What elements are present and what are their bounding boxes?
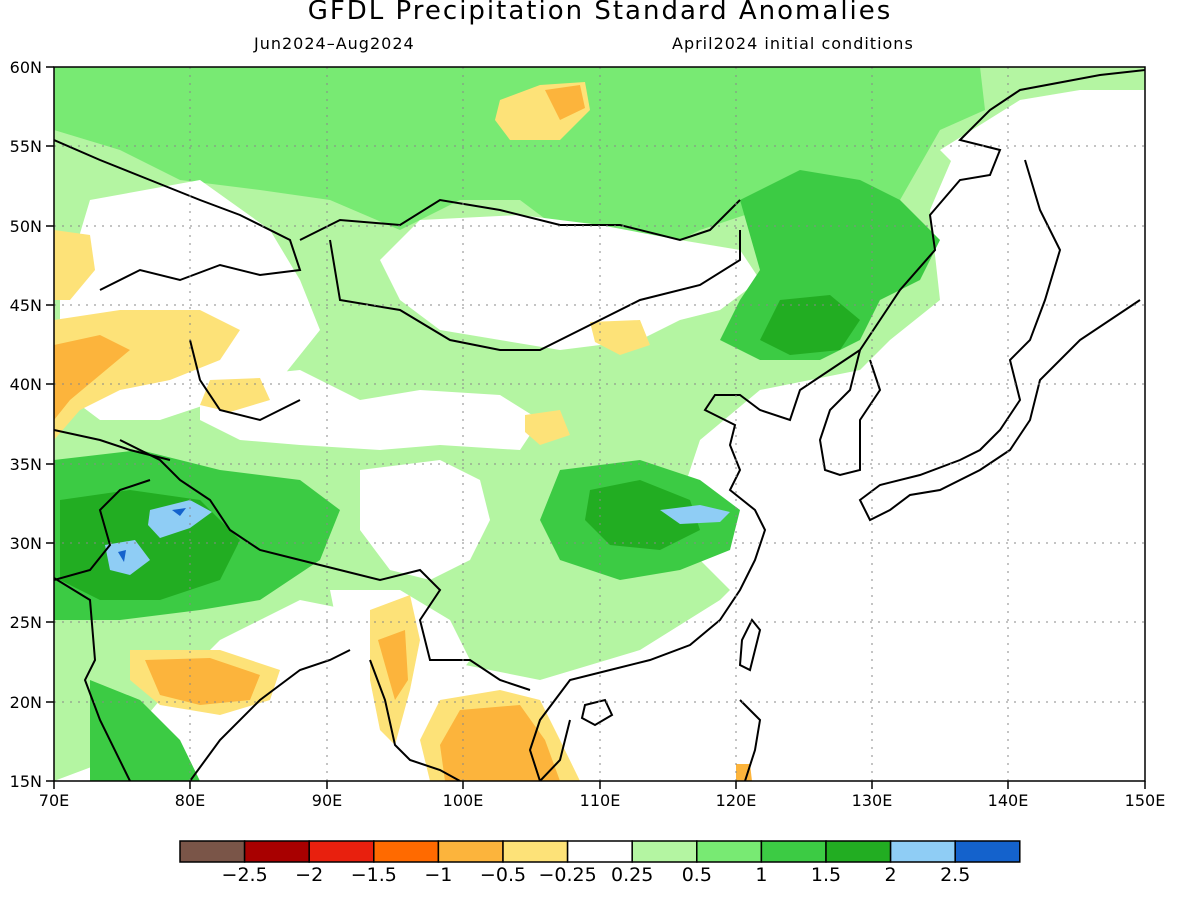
coastline-japan [858, 159, 1141, 522]
map-gridlines [54, 67, 1145, 781]
coastline-india [54, 577, 351, 781]
lon-label: 100E [443, 791, 484, 810]
legend-label: −0.5 [479, 864, 527, 886]
lon-label: 70E [39, 791, 69, 810]
legend-swatch [502, 840, 569, 863]
color-legend [179, 840, 1021, 863]
legend-label: −2.5 [221, 864, 268, 886]
lat-label: 35N [10, 455, 42, 474]
legend-swatch [243, 840, 310, 863]
lat-label: 45N [10, 296, 42, 315]
border-india-pakistan [54, 479, 151, 581]
legend-swatch [631, 840, 698, 863]
legend-swatch [308, 840, 375, 863]
legend-label: 1.5 [810, 864, 842, 886]
coastlines-borders [54, 69, 1145, 781]
dry-area-loess [590, 320, 650, 355]
coastline-hainan [580, 698, 614, 727]
coastline-philippines [739, 699, 762, 781]
wet-extreme-punjab [105, 540, 150, 575]
legend-label: −1.5 [350, 864, 397, 886]
anomaly-fields [54, 67, 1145, 781]
axis-ticks [46, 66, 1146, 789]
lon-label: 150E [1125, 791, 1166, 810]
legend-label: 1 [755, 864, 768, 886]
lon-label: 90E [312, 791, 342, 810]
lon-label: 120E [716, 791, 757, 810]
neutral-area-tibet [360, 460, 490, 580]
dry-mid-bengal [145, 658, 260, 705]
dry-area-qinghai [525, 410, 570, 445]
coastline-korea [818, 349, 882, 477]
legend-swatch [437, 840, 504, 863]
lat-label: 60N [10, 58, 42, 77]
lon-label: 140E [988, 791, 1029, 810]
border-himalaya [119, 439, 531, 691]
map-title: GFDL Precipitation Standard Anomalies [307, 0, 893, 26]
legend-swatch [954, 840, 1021, 863]
legend-label: −1 [424, 864, 453, 886]
dry-mid-indochina [440, 705, 560, 781]
legend-swatch [179, 840, 246, 863]
legend-swatch [566, 840, 633, 863]
legend-label: 2.5 [940, 864, 971, 886]
lat-label: 55N [10, 137, 42, 156]
coastline-east-asia [528, 69, 1145, 781]
border-central-asia [54, 339, 301, 461]
neutral-area-mongolia [380, 215, 760, 350]
legend-label: −0.25 [538, 864, 597, 886]
forecast-period: Jun2024–Aug2024 [254, 34, 415, 53]
dry-mid-caspian [54, 335, 130, 420]
legend-label: 0.25 [611, 864, 654, 886]
lat-label: 15N [10, 772, 42, 791]
lat-label: 20N [10, 693, 42, 712]
neutral-area-korea [840, 300, 1060, 480]
dry-area-kazakh [54, 230, 95, 300]
coastline-indochina [369, 659, 571, 781]
wet-max-patch-2 [172, 508, 186, 516]
dry-mid-siberia [545, 85, 585, 120]
legend-swatch [760, 840, 827, 863]
dry-mid-myanmar [378, 630, 408, 700]
lat-label: 30N [10, 534, 42, 553]
coastline-taiwan [738, 618, 762, 672]
wet-extreme-kashmir [148, 500, 212, 538]
border-russia-kazakh [54, 139, 302, 291]
legend-swatch [373, 840, 440, 863]
wet-very-central [585, 480, 700, 550]
border-china-mongolia [299, 198, 741, 351]
lon-label: 130E [852, 791, 893, 810]
dry-area-taklimakan [200, 378, 270, 412]
latitude-labels: 60N 55N 50N 45N 40N 35N 30N 25N 20N 15N [10, 58, 42, 791]
lat-label: 40N [10, 375, 42, 394]
wet-very-northeast [760, 295, 860, 355]
initial-conditions: April2024 initial conditions [672, 34, 914, 53]
lat-label: 25N [10, 613, 42, 632]
legend-label: 2 [884, 864, 897, 886]
legend-swatch [696, 840, 763, 863]
legend-label: 0.5 [681, 864, 712, 886]
legend-swatch [825, 840, 892, 863]
legend-label: −2 [295, 864, 324, 886]
wet-max-patch [118, 550, 126, 562]
longitude-labels: 70E 80E 90E 100E 110E 120E 130E 140E 150… [39, 791, 1166, 810]
wet-extreme-yangtze [660, 505, 730, 524]
lat-label: 50N [10, 217, 42, 236]
neutral-area-tarim [200, 370, 540, 450]
lon-label: 80E [175, 791, 205, 810]
dry-mid-philippines [736, 764, 752, 781]
legend-swatch [889, 840, 956, 863]
lon-label: 110E [580, 791, 621, 810]
